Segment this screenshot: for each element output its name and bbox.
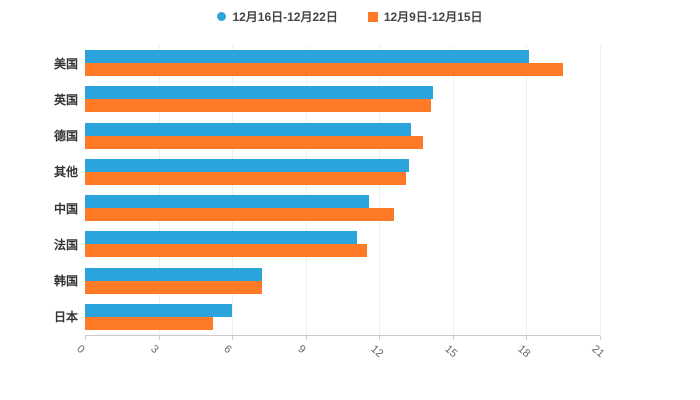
y-axis-label: 英国: [53, 92, 78, 107]
gridline: [452, 45, 454, 335]
bar: [85, 303, 233, 317]
y-axis-labels: 美国英国德国其他中国法国韩国日本: [0, 45, 78, 335]
bar: [85, 316, 213, 330]
plot-area: [85, 45, 601, 336]
bar: [85, 122, 412, 136]
x-axis-tick: [305, 336, 307, 340]
x-axis-tick-label: 3: [147, 343, 161, 357]
legend-item-week1[interactable]: 12月9日-12月15日: [367, 8, 483, 25]
bar: [85, 208, 394, 222]
x-axis-tick-label: 15: [442, 343, 460, 361]
legend: 12月16日-12月22日 12月9日-12月15日: [0, 8, 700, 25]
bar: [85, 158, 409, 172]
legend-item-week2[interactable]: 12月16日-12月22日: [217, 8, 338, 25]
bar-groups: [85, 45, 600, 335]
legend-label-week1: 12月9日-12月15日: [383, 10, 483, 24]
y-axis-label: 其他: [53, 165, 78, 180]
bar: [85, 63, 564, 77]
gridline: [232, 45, 234, 335]
gridline: [600, 45, 601, 335]
bar-group: [85, 303, 600, 330]
y-axis-label: 法国: [53, 237, 78, 252]
bar: [85, 86, 434, 100]
y-axis-label: 中国: [53, 201, 78, 216]
y-axis-label: 日本: [53, 310, 78, 325]
bar: [85, 135, 424, 149]
y-axis-label: 德国: [53, 129, 78, 144]
bar: [85, 195, 370, 209]
x-axis-tick-label: 21: [589, 343, 607, 361]
bar: [85, 99, 431, 113]
gridline: [305, 45, 307, 335]
x-axis-tick-label: 9: [294, 343, 308, 357]
x-axis-tick: [85, 336, 86, 340]
x-axis-tick-label: 12: [368, 343, 386, 361]
x-axis-tick: [158, 336, 160, 340]
bar-group: [85, 158, 600, 185]
bar-group: [85, 267, 600, 294]
legend-circle-icon: [217, 12, 227, 21]
y-axis-label: 韩国: [53, 274, 78, 289]
x-axis-tick-label: 18: [515, 343, 533, 361]
legend-label-week2: 12月16日-12月22日: [232, 10, 338, 24]
gridline: [526, 45, 528, 335]
y-axis-label: 美国: [53, 56, 78, 71]
bar: [85, 231, 358, 245]
gridline: [158, 45, 160, 335]
x-axis-tick-label: 6: [221, 343, 234, 357]
x-axis-tick: [452, 336, 454, 340]
bar-group: [85, 50, 600, 77]
x-axis-tick: [232, 336, 234, 340]
bar: [85, 50, 529, 64]
bar: [85, 267, 262, 281]
bar: [85, 280, 262, 294]
bar-group: [85, 122, 600, 149]
x-axis-tick-label: 0: [74, 343, 87, 357]
bar-group: [85, 86, 600, 113]
bar: [85, 244, 368, 258]
bar-group: [85, 231, 600, 258]
legend-square-icon: [367, 11, 378, 22]
x-axis-tick: [526, 336, 528, 340]
x-axis-ticks: 0 3 6 9 12 15 18 21: [74, 336, 606, 376]
bar: [85, 171, 407, 185]
gridline: [379, 45, 381, 335]
x-axis-tick: [600, 336, 601, 340]
x-axis-tick: [379, 336, 381, 340]
bar-group: [85, 195, 600, 222]
